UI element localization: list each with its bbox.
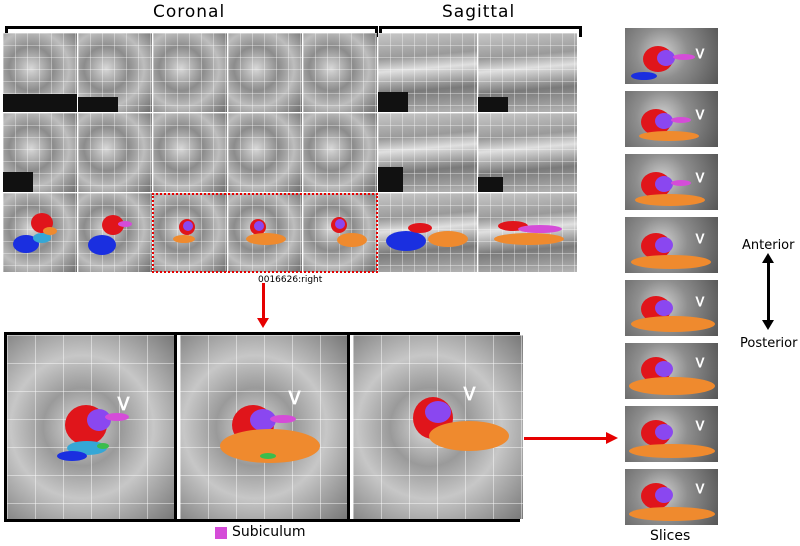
strip-slice: <	[625, 343, 718, 399]
coronal-tile	[3, 33, 77, 112]
sagittal-label: Sagittal	[442, 2, 516, 22]
coronal-tile	[78, 113, 152, 192]
coronal-tile	[228, 113, 302, 192]
zoomed-tile-1: <	[7, 335, 177, 519]
slice-grid	[3, 33, 582, 274]
sagittal-tile	[378, 113, 477, 192]
strip-slice: <	[625, 469, 718, 525]
sagittal-tile	[378, 33, 477, 112]
coronal-tile	[78, 33, 152, 112]
coronal-segmented-tile	[228, 193, 302, 272]
subiculum-swatch	[215, 527, 227, 539]
strip-slice: <	[625, 406, 718, 462]
coronal-tile	[3, 113, 77, 192]
slice-id-label: 0016626:right	[258, 275, 323, 285]
strip-slice: <	[625, 217, 718, 273]
selection-box	[152, 193, 378, 273]
strip-slice: <	[625, 280, 718, 336]
coronal-segmented-tile	[153, 193, 227, 272]
arrowhead-marker-icon: <	[282, 388, 308, 407]
sagittal-tile	[478, 33, 577, 112]
zoomed-tile-2: <	[180, 335, 350, 519]
posterior-label: Posterior	[740, 336, 798, 351]
arrowhead-marker-icon: <	[457, 384, 483, 403]
anterior-label: Anterior	[742, 238, 795, 253]
zoomed-tile-3: <	[353, 335, 523, 519]
coronal-tile	[153, 113, 227, 192]
strip-slice: <	[625, 28, 718, 84]
coronal-tile	[303, 113, 377, 192]
coronal-tile	[303, 33, 377, 112]
strip-slice: <	[625, 154, 718, 210]
strip-slice: <	[625, 91, 718, 147]
sagittal-segmented-tile	[478, 193, 577, 272]
sagittal-bracket	[379, 26, 582, 37]
slices-label: Slices	[650, 528, 691, 544]
right-arrow-icon	[524, 437, 608, 440]
subiculum-legend-label: Subiculum	[232, 524, 306, 540]
arrowhead-marker-icon: <	[111, 394, 137, 413]
coronal-segmented-tile	[3, 193, 77, 272]
zoomed-panel: < < <	[4, 332, 523, 522]
sagittal-tile	[478, 113, 577, 192]
coronal-tile	[153, 33, 227, 112]
double-headed-vertical-arrow-icon	[767, 260, 770, 324]
coronal-tile	[228, 33, 302, 112]
coronal-label: Coronal	[153, 2, 226, 22]
coronal-bracket	[5, 26, 378, 37]
sagittal-segmented-tile	[378, 193, 477, 272]
coronal-segmented-tile	[303, 193, 377, 272]
coronal-segmented-tile	[78, 193, 152, 272]
down-arrow-icon	[262, 283, 265, 321]
